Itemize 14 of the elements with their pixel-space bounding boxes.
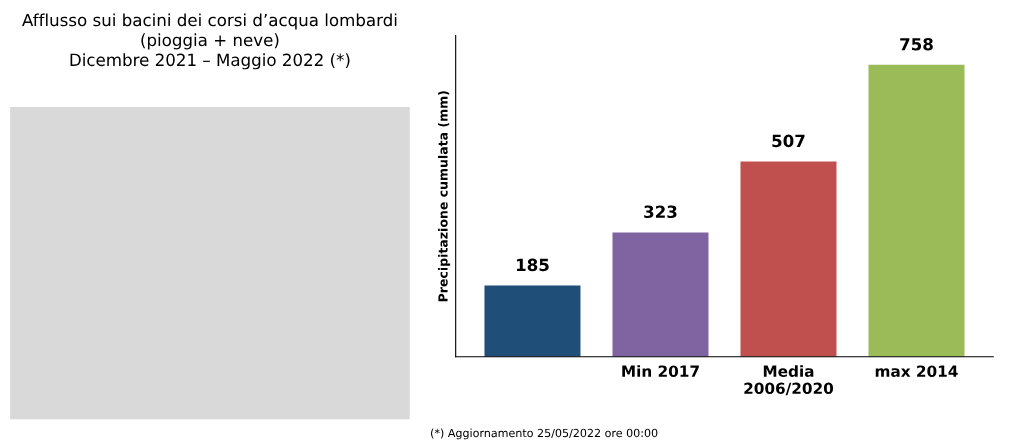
data-label: 507 bbox=[772, 134, 805, 148]
x-tick-label: max 2014 bbox=[875, 365, 958, 377]
bar bbox=[612, 232, 709, 357]
bar bbox=[484, 285, 581, 357]
text: Afflusso sui bacini dei corsi d’acqua lombardi (pioggia + neve) Dicembre 2021 – Maggio 2022 (*) bbox=[22, 13, 397, 70]
data-label: 323 bbox=[644, 205, 677, 219]
data-label: 185 bbox=[516, 258, 549, 272]
data-label: 758 bbox=[900, 37, 933, 51]
bar bbox=[868, 64, 965, 357]
y-axis-title: Precipitazione cumulata (mm) bbox=[438, 91, 451, 302]
x-tick-label: Min 2017 bbox=[622, 365, 699, 377]
x-tick-label: Media 2006/2020 bbox=[744, 365, 834, 396]
text: (*) Aggiornamento 25/05/2022 ore 00:00 bbox=[431, 428, 658, 440]
bar bbox=[740, 161, 837, 357]
